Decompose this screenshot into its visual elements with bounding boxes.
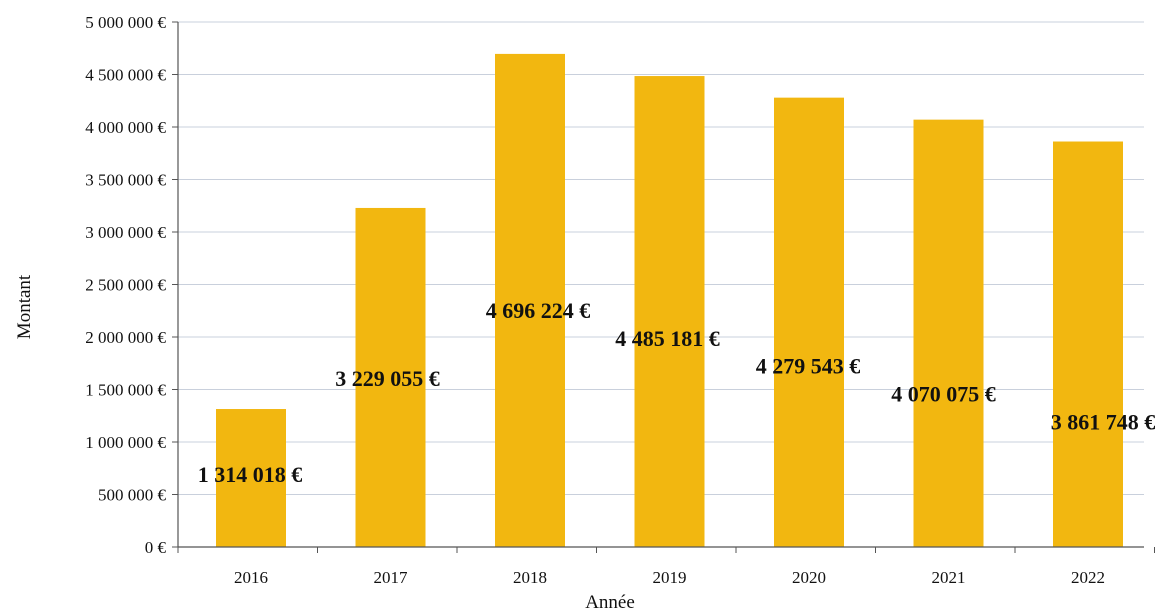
data-label-2022: 3 861 748 € [1051, 410, 1156, 435]
y-tick-label: 2 500 000 € [85, 276, 166, 295]
y-tick-label: 2 000 000 € [85, 328, 166, 347]
y-tick-label: 3 500 000 € [85, 171, 166, 190]
x-axis-ticks: 2016 2017 2018 2019 2020 2021 2022 [177, 547, 1155, 587]
bar-2017 [355, 207, 426, 547]
y-tick-label: 5 000 000 € [85, 13, 166, 32]
y-tick-label: 4 000 000 € [85, 118, 166, 137]
data-label-2020: 4 279 543 € [756, 354, 861, 379]
x-tick-label: 2022 [1071, 568, 1105, 587]
x-tick-label: 2019 [653, 568, 687, 587]
bars [216, 53, 1123, 548]
x-axis-title: Année [585, 592, 635, 613]
x-tick-label: 2021 [932, 568, 966, 587]
bar-2018 [495, 53, 565, 547]
data-labels: 1 314 018 € 3 229 055 € 4 696 224 € 4 485 1… [198, 298, 1156, 487]
data-label-2016: 1 314 018 € [198, 462, 303, 487]
y-tick-label: 1 500 000 € [85, 381, 166, 400]
bar-2020 [774, 97, 844, 548]
x-tick-label: 2017 [374, 568, 409, 587]
y-tick-label: 0 € [145, 538, 167, 557]
bar-2016 [216, 409, 286, 547]
bar-2019 [634, 76, 705, 547]
y-axis-title: Montant [14, 274, 35, 339]
data-label-2018: 4 696 224 € [486, 298, 591, 323]
data-label-2021: 4 070 075 € [891, 382, 996, 407]
bar-2021 [913, 119, 984, 548]
bar-2022 [1053, 141, 1123, 547]
x-tick-label: 2016 [234, 568, 268, 587]
data-label-2017: 3 229 055 € [335, 366, 440, 391]
y-tick-label: 1 000 000 € [85, 433, 166, 452]
axes [177, 22, 1144, 548]
y-tick-label: 4 500 000 € [85, 66, 166, 85]
x-tick-label: 2018 [513, 568, 547, 587]
y-axis-ticks: 0 € 500 000 € 1 000 000 € 1 500 000 € 2 000 … [85, 13, 178, 557]
y-tick-label: 3 000 000 € [85, 223, 166, 242]
x-tick-label: 2020 [792, 568, 826, 587]
data-label-2019: 4 485 181 € [615, 326, 720, 351]
y-tick-label: 500 000 € [98, 486, 167, 505]
